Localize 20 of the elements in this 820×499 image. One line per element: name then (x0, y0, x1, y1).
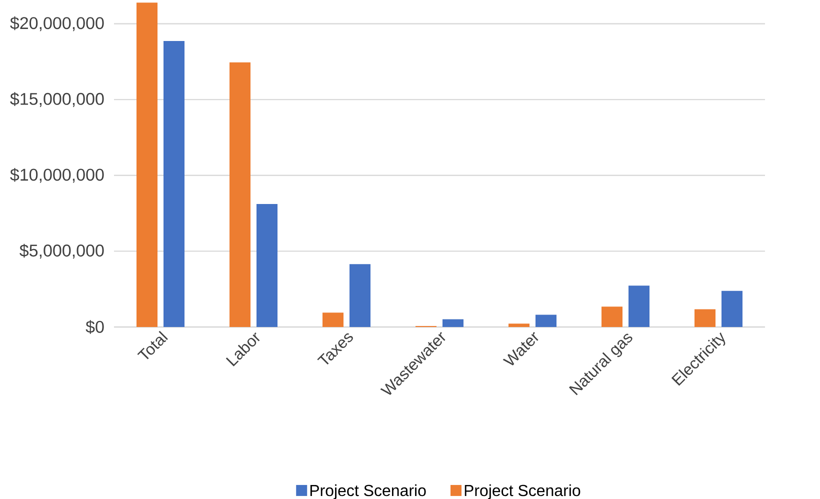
bar (256, 204, 278, 327)
bar (350, 264, 370, 327)
bar (722, 290, 742, 327)
bar (628, 286, 650, 327)
bar (442, 319, 464, 327)
y-tick-label: $0 (86, 320, 104, 334)
bar (322, 312, 344, 327)
y-tick-label: $10,000,000 (10, 168, 104, 183)
y-tick-label: $15,000,000 (10, 92, 104, 107)
y-tick-label: $20,000,000 (10, 16, 104, 32)
legend-label: Project Scenario (310, 484, 426, 499)
bar (508, 324, 530, 327)
legend-label: Project Scenario (464, 484, 580, 499)
bar (536, 314, 556, 327)
bar (602, 306, 622, 327)
bar (164, 41, 184, 327)
y-tick-label: $5,000,000 (20, 244, 104, 259)
bar (694, 309, 716, 327)
bar (136, 2, 158, 327)
bar (230, 62, 250, 327)
